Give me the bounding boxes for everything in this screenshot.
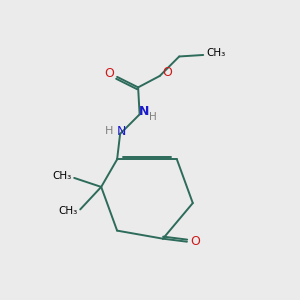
Text: CH₃: CH₃ xyxy=(58,206,77,216)
Text: H: H xyxy=(104,127,113,136)
Text: O: O xyxy=(190,235,200,248)
Text: N: N xyxy=(117,125,126,138)
Text: N: N xyxy=(139,105,149,118)
Text: O: O xyxy=(104,67,114,80)
Text: H: H xyxy=(149,112,157,122)
Text: CH₃: CH₃ xyxy=(52,171,71,182)
Text: CH₃: CH₃ xyxy=(206,49,225,58)
Text: O: O xyxy=(162,66,172,79)
